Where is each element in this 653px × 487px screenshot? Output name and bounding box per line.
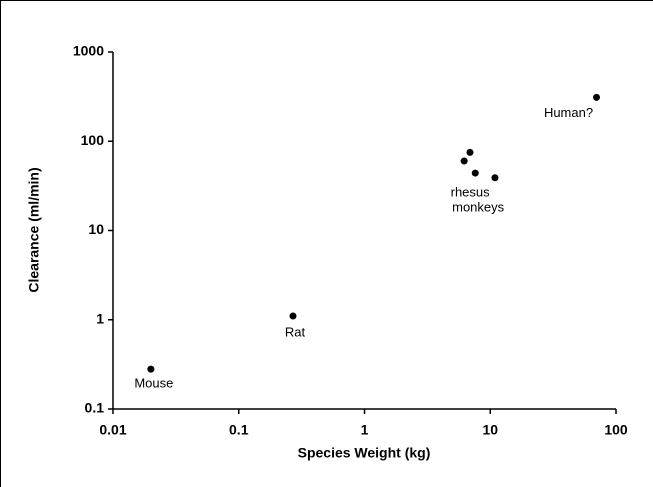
point — [466, 148, 474, 156]
y-axis-label: Clearance (ml/min) — [26, 167, 42, 292]
y-tick-label: 0.1 — [85, 400, 105, 416]
point — [491, 174, 499, 182]
y-tick-label: 100 — [81, 132, 105, 148]
point — [460, 157, 468, 165]
x-tick-label: 0.1 — [229, 422, 249, 438]
y-tick-label: 1000 — [73, 43, 104, 59]
annotation: Human? — [544, 105, 593, 120]
x-tick-label: 1 — [361, 422, 369, 438]
y-tick-label: 10 — [88, 221, 104, 237]
annotation: Mouse — [134, 376, 173, 391]
x-tick-label: 100 — [604, 422, 628, 438]
annotation: rhesus — [451, 184, 491, 199]
x-axis-label: Species Weight (kg) — [298, 445, 431, 461]
y-tick-label: 1 — [96, 310, 104, 326]
x-tick-label: 10 — [482, 422, 498, 438]
point — [147, 365, 155, 373]
annotation: Rat — [285, 324, 306, 339]
point — [289, 312, 297, 320]
annotation: monkeys — [452, 199, 505, 214]
point — [593, 93, 601, 101]
x-tick-label: 0.01 — [99, 422, 126, 438]
point — [471, 169, 479, 177]
